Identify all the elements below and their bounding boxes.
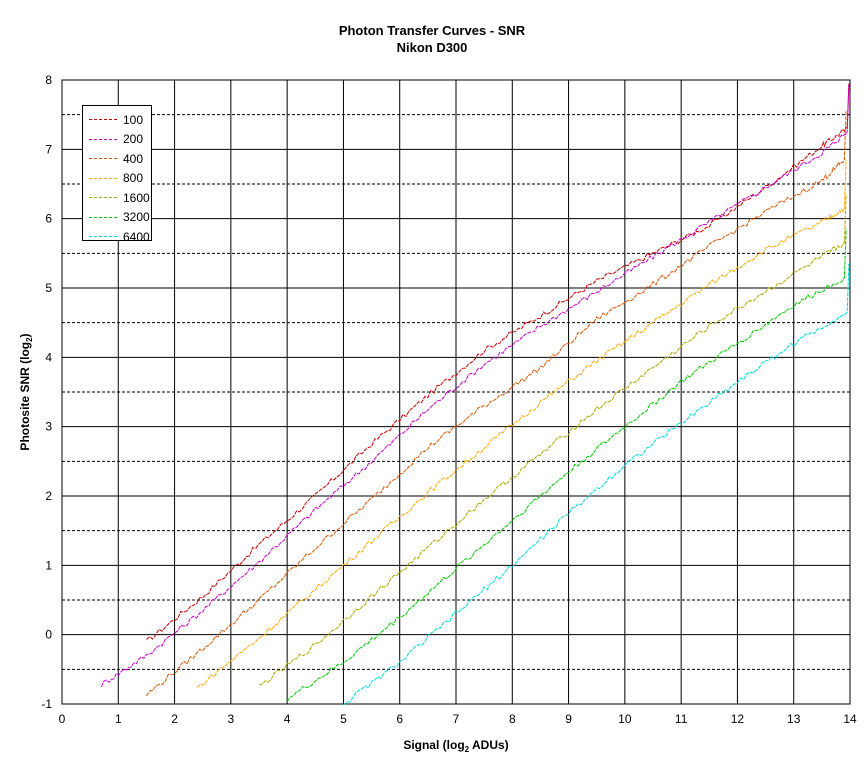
series-line-200 bbox=[100, 83, 850, 687]
y-axis-title-main: Photosite SNR (log bbox=[18, 342, 32, 451]
x-tick-label: 2 bbox=[171, 712, 178, 726]
x-tick-label: 13 bbox=[787, 712, 801, 726]
x-axis-title-end: ADUs) bbox=[469, 738, 509, 752]
x-tick-label: 11 bbox=[675, 712, 688, 726]
series-line-3200 bbox=[286, 229, 847, 702]
chart-title: Photon Transfer Curves - SNR bbox=[338, 23, 526, 38]
legend-swatch bbox=[89, 119, 117, 121]
x-tick-label: 6 bbox=[396, 712, 403, 726]
series-line-800 bbox=[196, 159, 847, 688]
legend-label: 1600 bbox=[123, 190, 150, 205]
legend-entry: 200 bbox=[83, 130, 151, 150]
x-tick-label: 1 bbox=[115, 712, 122, 726]
y-tick-label: 5 bbox=[45, 281, 52, 295]
y-tick-label: 7 bbox=[45, 142, 52, 156]
x-tick-label: 10 bbox=[618, 712, 632, 726]
legend-entry: 1600 bbox=[83, 188, 151, 208]
x-tick-label: 9 bbox=[565, 712, 572, 726]
y-tick-labels: -1 0 1 2 3 4 5 6 7 8 bbox=[41, 73, 52, 711]
legend-entry: 800 bbox=[83, 169, 151, 189]
x-tick-label: 8 bbox=[509, 712, 516, 726]
y-tick-label: 8 bbox=[45, 73, 52, 87]
y-axis-title: Photosite SNR (log2) bbox=[18, 333, 34, 450]
y-tick-label: 2 bbox=[45, 489, 52, 503]
y-axis-title-end: ) bbox=[18, 333, 32, 337]
series-line-100 bbox=[146, 83, 850, 640]
y-tick-label: 3 bbox=[45, 420, 52, 434]
x-axis-title-main: Signal (log bbox=[403, 738, 464, 752]
series-line-6400 bbox=[343, 263, 850, 706]
x-tick-label: 5 bbox=[340, 712, 347, 726]
legend-entry: 6400 bbox=[83, 227, 151, 247]
y-axis-title-sub: 2 bbox=[25, 337, 34, 342]
grid bbox=[62, 80, 850, 704]
series-line-400 bbox=[145, 111, 847, 697]
legend-entry: 100 bbox=[83, 110, 151, 130]
y-tick-label: -1 bbox=[41, 697, 52, 711]
y-tick-label: 4 bbox=[45, 350, 52, 364]
legend-swatch bbox=[89, 236, 117, 238]
x-axis-title-sub: 2 bbox=[465, 745, 470, 754]
legend-label: 100 bbox=[123, 112, 144, 127]
y-tick-label: 6 bbox=[45, 212, 52, 226]
y-tick-label: 0 bbox=[45, 628, 52, 642]
plot-frame bbox=[61, 79, 851, 705]
legend: 100 200 400 800 1600 3200 6400 bbox=[82, 105, 152, 243]
chart-subtitle: Nikon D300 bbox=[396, 40, 468, 55]
legend-label: 800 bbox=[123, 171, 144, 186]
x-tick-label: 7 bbox=[453, 712, 460, 726]
x-tick-label: 4 bbox=[284, 712, 291, 726]
x-tick-label: 12 bbox=[731, 712, 745, 726]
series-layer bbox=[100, 83, 850, 706]
legend-swatch bbox=[89, 216, 117, 218]
y-tick-label: 1 bbox=[45, 558, 52, 572]
x-tick-labels: 0 1 2 3 4 5 6 7 8 9 10 11 12 13 14 bbox=[59, 712, 857, 726]
legend-label: 200 bbox=[123, 132, 144, 147]
x-tick-label: 0 bbox=[59, 712, 66, 726]
legend-swatch bbox=[89, 158, 117, 160]
chart-title-block: Photon Transfer Curves - SNR Nikon D300 bbox=[0, 22, 864, 56]
legend-label: 3200 bbox=[123, 210, 150, 225]
legend-entry: 3200 bbox=[83, 208, 151, 228]
series-line-1600 bbox=[258, 194, 847, 686]
legend-label: 6400 bbox=[123, 229, 150, 244]
legend-entry: 400 bbox=[83, 149, 151, 169]
x-axis-title: Signal (log2 ADUs) bbox=[403, 738, 508, 754]
legend-swatch bbox=[89, 138, 117, 140]
x-tick-label: 14 bbox=[843, 712, 857, 726]
legend-swatch bbox=[89, 197, 117, 199]
legend-swatch bbox=[89, 177, 117, 179]
legend-label: 400 bbox=[123, 151, 144, 166]
x-tick-label: 3 bbox=[228, 712, 235, 726]
